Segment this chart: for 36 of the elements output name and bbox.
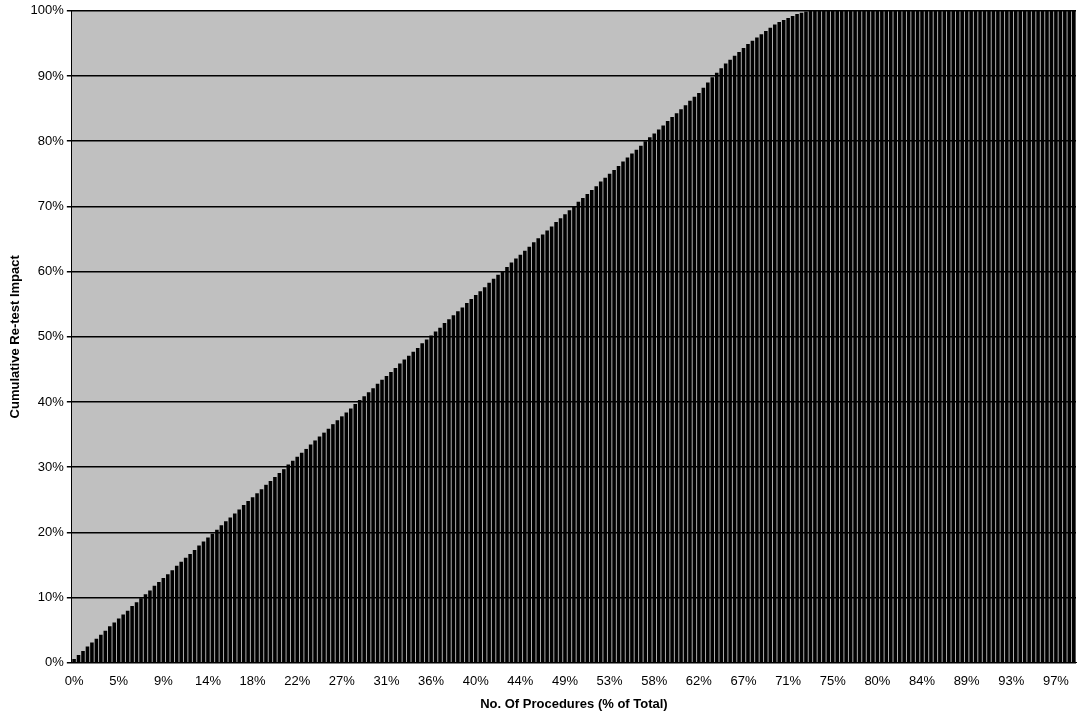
y-tick-label: 0% [45,654,65,670]
y-tick-label: 70% [37,197,65,213]
x-axis-title: No. Of Procedures (% of Total) [480,695,668,711]
y-tick-label: 80% [37,132,65,148]
x-tick-label: 49% [551,673,579,689]
x-tick-label: 58% [641,673,668,689]
y-tick-label: 40% [37,393,65,409]
x-tick-label: 44% [507,673,534,689]
y-tick-label: 10% [37,589,65,605]
x-tick-label: 89% [953,673,981,689]
x-tick-label: 36% [418,673,445,689]
y-tick-label: 50% [37,328,65,344]
y-axis-title: Cumulative Re-test Impact [7,254,23,419]
x-tick-label: 31% [373,673,400,689]
x-tick-label: 22% [284,673,311,689]
x-tick-label: 62% [685,673,713,689]
x-tick-label: 14% [194,673,222,689]
x-tick-label: 67% [730,673,757,689]
x-tick-label: 97% [1042,673,1070,689]
y-tick-label: 20% [37,523,65,539]
x-tick-label: 84% [909,673,936,689]
x-tick-label: 93% [998,673,1025,689]
x-tick-label: 71% [775,673,802,689]
x-tick-label: 9% [153,673,174,689]
x-tick-label: 5% [109,673,129,689]
x-tick-label: 27% [328,673,356,689]
y-tick-label: 30% [37,458,65,474]
x-tick-label: 80% [864,673,891,689]
y-tick-label: 100% [30,2,65,18]
x-tick-label: 0% [64,673,84,689]
x-tick-label: 18% [239,673,267,689]
x-tick-label: 75% [819,673,847,689]
x-tick-label: 53% [596,673,624,689]
y-tick-label: 60% [37,263,65,279]
x-tick-label: 40% [462,673,490,689]
y-tick-label: 90% [37,67,65,83]
